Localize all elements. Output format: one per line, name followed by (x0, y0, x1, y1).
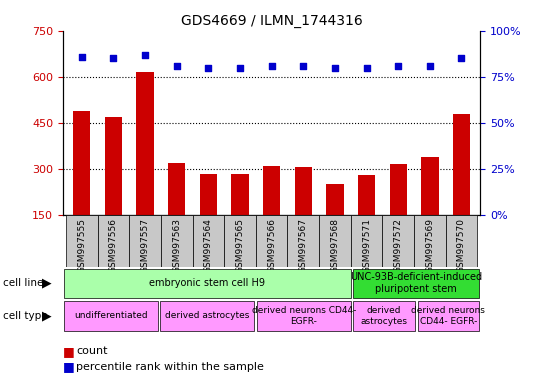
Bar (319, 215, 351, 267)
Text: GSM997571: GSM997571 (362, 218, 371, 273)
Text: cell line: cell line (3, 278, 43, 288)
Bar (232, 174, 248, 215)
Bar (168, 163, 186, 215)
Bar (326, 184, 343, 215)
Text: count: count (76, 346, 108, 356)
Point (425, 63, 434, 69)
Bar (421, 157, 438, 215)
Bar (256, 215, 287, 267)
Text: UNC-93B-deficient-induced
pluripotent stem: UNC-93B-deficient-induced pluripotent st… (350, 272, 482, 294)
Text: ■: ■ (63, 345, 75, 358)
Bar (200, 174, 217, 215)
Text: derived neurons
CD44- EGFR-: derived neurons CD44- EGFR- (412, 306, 485, 326)
Bar (193, 215, 224, 267)
Bar (66, 215, 98, 267)
Bar (161, 215, 193, 267)
Point (299, 63, 307, 69)
Text: GSM997564: GSM997564 (204, 218, 213, 273)
Point (457, 55, 466, 61)
Text: derived
astrocytes: derived astrocytes (360, 306, 408, 326)
Bar (446, 215, 477, 267)
Bar (64, 301, 158, 331)
Bar (351, 215, 382, 267)
Text: GSM997556: GSM997556 (109, 218, 118, 273)
Bar (358, 175, 375, 215)
Bar (129, 215, 161, 267)
Point (141, 51, 150, 58)
Bar (98, 215, 129, 267)
Text: undifferentiated: undifferentiated (74, 311, 148, 320)
Bar (263, 166, 280, 215)
Bar (414, 215, 446, 267)
Text: GSM997567: GSM997567 (299, 218, 308, 273)
Point (362, 65, 371, 71)
Point (109, 55, 118, 61)
Point (330, 65, 339, 71)
Bar (382, 215, 414, 267)
Text: GSM997557: GSM997557 (140, 218, 150, 273)
Point (173, 63, 181, 69)
Text: percentile rank within the sample: percentile rank within the sample (76, 362, 264, 372)
Bar (73, 111, 91, 215)
Point (268, 63, 276, 69)
Text: embryonic stem cell H9: embryonic stem cell H9 (150, 278, 265, 288)
Text: GSM997570: GSM997570 (457, 218, 466, 273)
Text: derived astrocytes: derived astrocytes (165, 311, 250, 320)
Bar (161, 301, 254, 331)
Bar (389, 164, 407, 215)
Text: GSM997555: GSM997555 (78, 218, 86, 273)
Bar (105, 117, 122, 215)
Text: GSM997566: GSM997566 (267, 218, 276, 273)
Title: GDS4669 / ILMN_1744316: GDS4669 / ILMN_1744316 (181, 14, 363, 28)
Bar (64, 268, 351, 298)
Text: GSM997565: GSM997565 (235, 218, 245, 273)
Text: derived neurons CD44-
EGFR-: derived neurons CD44- EGFR- (252, 306, 356, 326)
Text: GSM997563: GSM997563 (172, 218, 181, 273)
Bar (453, 114, 470, 215)
Bar (353, 301, 415, 331)
Text: cell type: cell type (3, 311, 48, 321)
Text: ▶: ▶ (41, 310, 51, 322)
Bar (353, 268, 479, 298)
Text: GSM997569: GSM997569 (425, 218, 435, 273)
Point (204, 65, 213, 71)
Bar (136, 72, 154, 215)
Bar (418, 301, 479, 331)
Bar (287, 215, 319, 267)
Point (78, 53, 86, 60)
Point (394, 63, 402, 69)
Text: GSM997572: GSM997572 (394, 218, 403, 273)
Point (236, 65, 245, 71)
Bar (295, 167, 312, 215)
Bar (224, 215, 256, 267)
Text: ■: ■ (63, 360, 75, 373)
Text: GSM997568: GSM997568 (330, 218, 340, 273)
Bar (257, 301, 351, 331)
Text: ▶: ▶ (41, 277, 51, 290)
